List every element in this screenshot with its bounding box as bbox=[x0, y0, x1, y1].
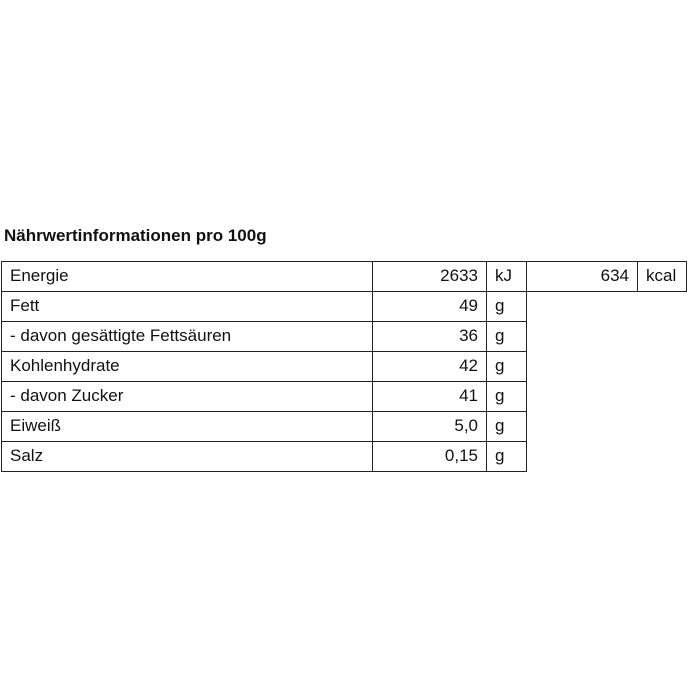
row-value: 0,15 bbox=[372, 441, 487, 472]
energy-kj-unit: kJ bbox=[486, 261, 527, 292]
row-value: 36 bbox=[372, 321, 487, 352]
row-unit: g bbox=[486, 321, 527, 352]
row-label: - davon Zucker bbox=[1, 381, 373, 412]
row-unit: g bbox=[486, 441, 527, 472]
energy-kj-value: 2633 bbox=[372, 261, 487, 292]
row-label: Kohlenhydrate bbox=[1, 351, 373, 382]
row-label: Eiweiß bbox=[1, 411, 373, 442]
row-label: - davon gesättigte Fettsäuren bbox=[1, 321, 373, 352]
row-value: 41 bbox=[372, 381, 487, 412]
row-value: 49 bbox=[372, 291, 487, 322]
row-value: 42 bbox=[372, 351, 487, 382]
row-unit: g bbox=[486, 291, 527, 322]
row-unit: g bbox=[486, 381, 527, 412]
row-label: Salz bbox=[1, 441, 373, 472]
row-unit: g bbox=[486, 351, 527, 382]
row-label: Fett bbox=[1, 291, 373, 322]
row-value: 5,0 bbox=[372, 411, 487, 442]
energy-kcal-value: 634 bbox=[526, 261, 638, 292]
energy-label: Energie bbox=[1, 261, 373, 292]
table-title: Nährwertinformationen pro 100g bbox=[4, 226, 267, 245]
energy-kcal-unit: kcal bbox=[637, 261, 687, 292]
row-unit: g bbox=[486, 411, 527, 442]
